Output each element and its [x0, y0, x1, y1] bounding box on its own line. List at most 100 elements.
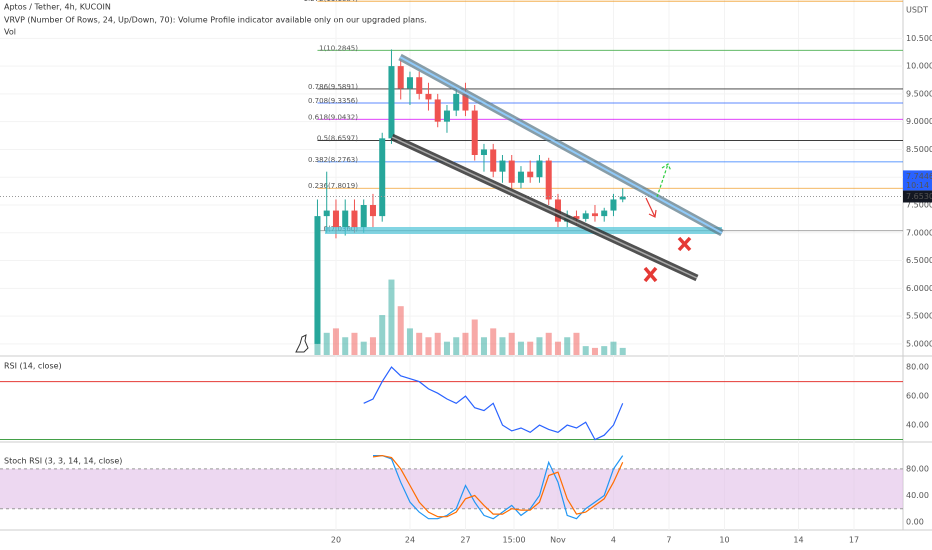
candle-body	[480, 149, 487, 155]
volume-bar	[471, 319, 478, 355]
y-tick-label: 40.00	[906, 421, 929, 430]
candle-body	[591, 213, 598, 217]
y-tick-label: 7.5000	[906, 201, 932, 210]
y-tick-label: 9.5000	[906, 89, 932, 98]
volume-bar	[462, 332, 469, 355]
x-tick-label: 10	[719, 536, 729, 545]
candle-body	[619, 196, 626, 200]
cross-mark	[643, 266, 658, 283]
volume-bar	[508, 332, 515, 355]
x-tick-label: 24	[405, 536, 415, 545]
volume-bar	[573, 332, 580, 355]
cross-mark	[677, 236, 692, 252]
candle-body	[508, 160, 515, 183]
fib-label: 1(10.2845)	[319, 44, 358, 52]
candle-body	[545, 160, 552, 200]
candle-body	[582, 213, 589, 219]
x-tick-label: Nov	[550, 536, 566, 545]
fib-label: 0.708(9.3356)	[308, 97, 358, 105]
last-price-label: 7.6530	[906, 192, 932, 201]
last-price-box	[903, 190, 932, 203]
volume-bar	[332, 328, 339, 355]
fib-label: 0.382(8.2763)	[308, 156, 358, 164]
candle-body	[517, 171, 524, 183]
subtitle: VRVP (Number Of Rows, 24, Up/Down, 70): …	[4, 16, 427, 25]
indicator-line	[372, 454, 624, 518]
down-arrow	[645, 197, 657, 218]
stoch-title: Stoch RSI (3, 3, 14, 14, close)	[4, 457, 122, 466]
candle-body	[462, 93, 469, 111]
band	[0, 468, 903, 509]
volume-bar	[369, 337, 376, 355]
volume-bar	[434, 332, 441, 355]
candle-body	[601, 210, 608, 217]
x-tick-label: 20	[331, 536, 341, 545]
candle-body	[453, 93, 460, 111]
up-arrow	[656, 163, 672, 198]
candle-body	[332, 210, 339, 228]
candle-body	[388, 66, 395, 139]
volume-bar	[342, 337, 349, 355]
indicator-line	[363, 366, 624, 441]
unit-label: USDT	[906, 6, 928, 15]
y-tick-label: 6.5000	[906, 256, 932, 265]
y-tick-label: 10.0000	[906, 62, 932, 71]
candle-body	[536, 160, 543, 178]
volume-bar	[619, 347, 626, 355]
x-tick-label: 15:00	[502, 536, 525, 545]
marker-price-label: 7.7446	[906, 172, 932, 181]
volume-bar	[453, 337, 460, 355]
volume-bar	[388, 279, 395, 355]
y-tick-label: 0.00	[906, 518, 924, 527]
trendline-top-inner	[399, 56, 723, 234]
fib-label: 0.5(8.6597)	[317, 135, 358, 143]
y-tick-label: 9.0000	[906, 117, 932, 126]
y-tick-label: 80.00	[906, 363, 929, 372]
volume-bar	[490, 328, 497, 355]
logo	[295, 334, 309, 353]
candle-body	[369, 205, 376, 217]
candle-body	[360, 205, 367, 228]
y-tick-label: 80.00	[906, 464, 929, 473]
x-tick-label: 27	[460, 536, 470, 545]
volume-bar	[379, 315, 386, 355]
y-tick-label: 60.00	[906, 392, 929, 401]
y-tick-label: 7.0000	[906, 228, 932, 237]
volume-bar	[610, 341, 617, 355]
candle-body	[342, 210, 349, 228]
fib-label: 0.236(7.8019)	[308, 182, 358, 190]
drawings	[295, 53, 724, 353]
volume-bar	[564, 337, 571, 355]
x-tick-label: 4	[611, 536, 616, 545]
y-tick-label: 5.5000	[906, 312, 932, 321]
marker-price-box	[903, 170, 932, 191]
fib-label: 0.786(9.5891)	[308, 83, 358, 91]
volume-bar	[545, 332, 552, 355]
support-zone	[325, 227, 722, 234]
candle-body	[527, 171, 534, 178]
volume-bar	[323, 332, 330, 355]
candle-body	[379, 138, 386, 217]
volume-bar	[351, 332, 358, 355]
volume-title: Vol	[4, 28, 16, 37]
volume-bar	[536, 337, 543, 355]
rsi-title: RSI (14, close)	[4, 362, 62, 371]
candle-body	[443, 110, 450, 122]
candle-body	[425, 93, 432, 100]
candle-body	[499, 160, 506, 172]
volume-bar	[480, 337, 487, 355]
volume-bar	[554, 341, 561, 355]
y-tick-label: 6.0000	[906, 284, 932, 293]
y-tick-label: 40.00	[906, 491, 929, 500]
volume-bar	[443, 341, 450, 355]
volume-bar	[406, 328, 413, 355]
chart-title: Aptos / Tether, 4h, KUCOIN	[4, 3, 111, 12]
countdown-label: 10:14	[906, 181, 929, 190]
candle-body	[434, 99, 441, 122]
candle-body	[573, 216, 580, 219]
y-tick-label: 10.5000	[906, 34, 932, 43]
volume-bar	[425, 337, 432, 355]
y-tick-label: 8.5000	[906, 145, 932, 154]
